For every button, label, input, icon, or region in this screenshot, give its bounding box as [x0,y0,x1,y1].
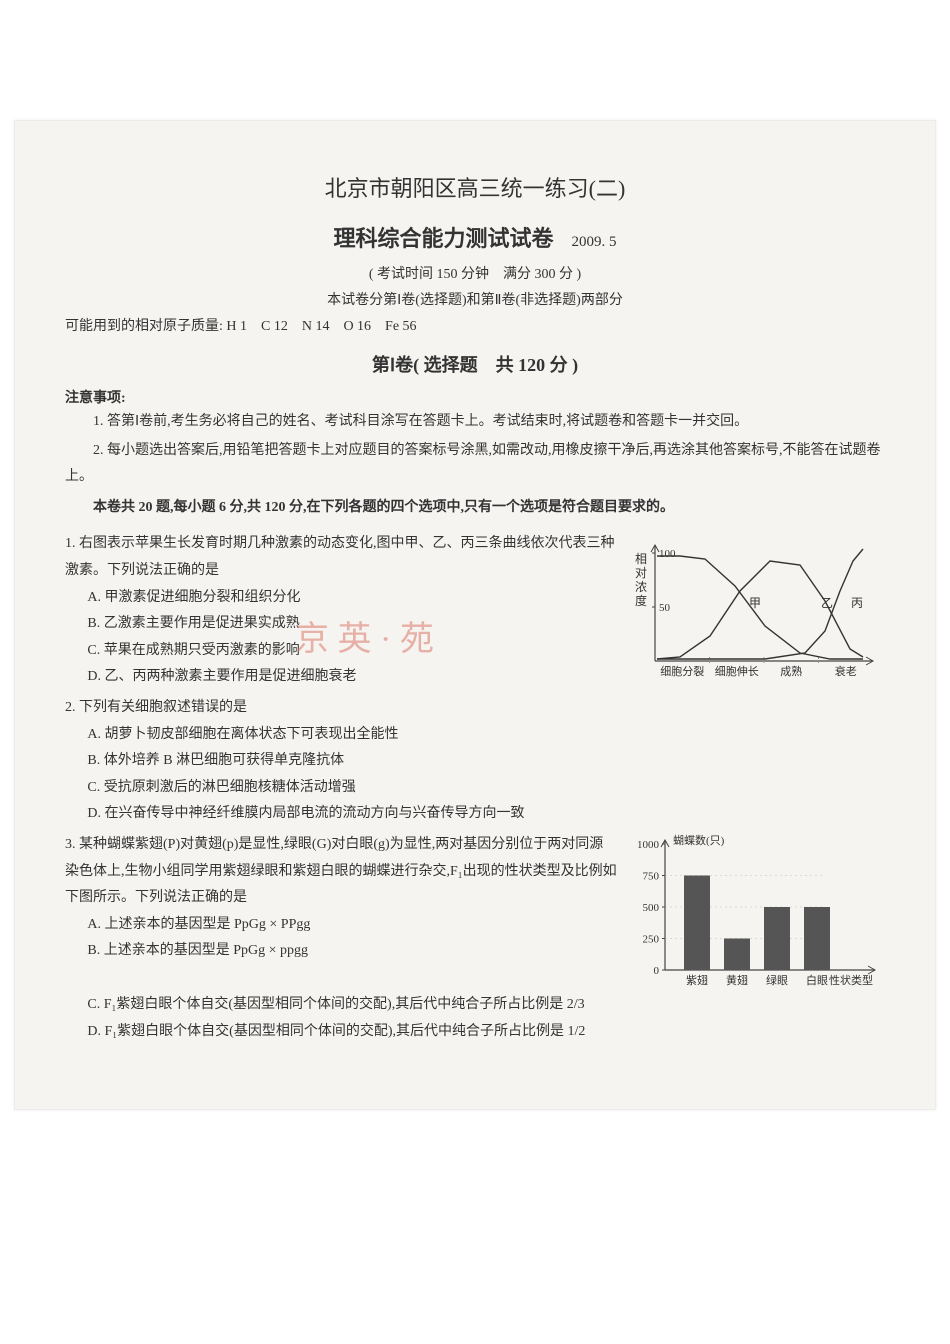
q3-opt-c: C. F₁紫翅白眼个体自交(基因型相同个体间的交配),其后代中纯合子所占比例是 … [87,992,885,1019]
page-title: 北京市朝阳区高三统一练习(二) [65,171,885,203]
atomic-masses: 可能用到的相对原子质量: H 1 C 12 N 14 O 16 Fe 56 [65,315,885,335]
q3-opt-a: A. 上述亲本的基因型是 PpGg × PPgg [87,912,617,939]
svg-text:浓: 浓 [635,580,647,594]
q3-opt-b: B. 上述亲本的基因型是 PpGg × ppgg [87,938,617,965]
q1-opt-a: A. 甲激素促进细胞分裂和组织分化 [87,585,617,612]
svg-text:对: 对 [635,566,647,580]
note-1: 1. 答第Ⅰ卷前,考生务必将自己的姓名、考试科目涂写在答题卡上。考试结束时,将试… [65,409,885,436]
svg-text:蝴蝶数(只): 蝴蝶数(只) [673,833,725,847]
svg-text:相: 相 [635,552,647,566]
svg-text:衰老: 衰老 [835,664,857,678]
q1-opt-b: B. 乙激素主要作用是促进果实成熟 [87,611,617,638]
exam-page: 北京市朝阳区高三统一练习(二) 理科综合能力测试试卷 2009. 5 ( 考试时… [14,120,936,1110]
note-2: 2. 每小题选出答案后,用铅笔把答题卡上对应题目的答案标号涂黑,如需改动,用橡皮… [65,438,885,491]
subtitle-row: 理科综合能力测试试卷 2009. 5 [65,221,885,253]
svg-text:50: 50 [659,602,671,614]
svg-text:白眼: 白眼 [806,973,828,987]
svg-text:乙: 乙 [821,596,833,610]
subtitle: 理科综合能力测试试卷 [333,221,553,253]
question-3: 3. 某种蝴蝶紫翅(P)对黄翅(p)是显性,绿眼(G)对白眼(g)为显性,两对基… [65,832,885,1045]
q1-stem: 1. 右图表示苹果生长发育时期几种激素的动态变化,图中甲、乙、丙三条曲线依次代表… [65,531,617,584]
svg-text:性状类型: 性状类型 [829,973,873,987]
q2-opt-d: D. 在兴奋传导中神经纤维膜内局部电流的流动方向与兴奋传导方向一致 [87,801,885,828]
svg-text:500: 500 [643,902,660,914]
svg-text:成熟: 成熟 [780,664,802,678]
q3-opt-d: D. F₁紫翅白眼个体自交(基因型相同个体间的交配),其后代中纯合子所占比例是 … [87,1019,885,1046]
svg-text:度: 度 [635,593,647,608]
paper-structure: 本试卷分第Ⅰ卷(选择题)和第Ⅱ卷(非选择题)两部分 [65,289,885,309]
q2-opt-c: C. 受抗原刺激后的淋巴细胞核糖体活动增强 [87,775,885,802]
svg-text:丙: 丙 [851,596,863,610]
q3-chart: 蝴蝶数(只) 0 250 500 750 1000 紫翅 黄翅 绿眼 白眼性状类型 [625,832,885,992]
section-1-header: 第Ⅰ卷( 选择题 共 120 分 ) [65,351,885,377]
svg-text:黄翅: 黄翅 [726,973,748,987]
exam-date: 2009. 5 [572,234,617,251]
svg-text:750: 750 [643,870,660,882]
svg-text:1000: 1000 [637,839,660,851]
question-1: 1. 右图表示苹果生长发育时期几种激素的动态变化,图中甲、乙、丙三条曲线依次代表… [65,531,885,691]
q2-opt-a: A. 胡萝卜韧皮部细胞在离体状态下可表现出全能性 [87,722,885,749]
svg-text:紫翅: 紫翅 [686,973,708,987]
svg-text:100: 100 [659,548,676,560]
exam-info: ( 考试时间 150 分钟 满分 300 分 ) [65,263,885,283]
q2-opt-b: B. 体外培养 B 淋巴细胞可获得单克隆抗体 [87,748,885,775]
q1-chart: 相对浓度 50 100 细胞分裂细胞伸长 成熟 衰老 甲 乙 丙 [625,531,885,681]
q1-opt-d: D. 乙、丙两种激素主要作用是促进细胞衰老 [87,664,617,691]
question-2: 2. 下列有关细胞叙述错误的是 A. 胡萝卜韧皮部细胞在离体状态下可表现出全能性… [65,695,885,828]
notes-heading: 注意事项: [65,387,885,407]
scoring-rule: 本卷共 20 题,每小题 6 分,共 120 分,在下列各题的四个选项中,只有一… [65,495,885,522]
svg-text:甲: 甲 [749,596,761,610]
svg-text:0: 0 [654,965,660,977]
svg-text:细胞分裂: 细胞分裂 [660,665,704,678]
svg-text:绿眼: 绿眼 [766,973,788,987]
q3-stem: 3. 某种蝴蝶紫翅(P)对黄翅(p)是显性,绿眼(G)对白眼(g)为显性,两对基… [65,832,617,912]
q1-opt-c: C. 苹果在成熟期只受丙激素的影响 [87,638,617,665]
svg-text:250: 250 [643,933,660,945]
q2-stem: 2. 下列有关细胞叙述错误的是 [65,695,885,722]
svg-text:细胞伸长: 细胞伸长 [715,665,759,678]
